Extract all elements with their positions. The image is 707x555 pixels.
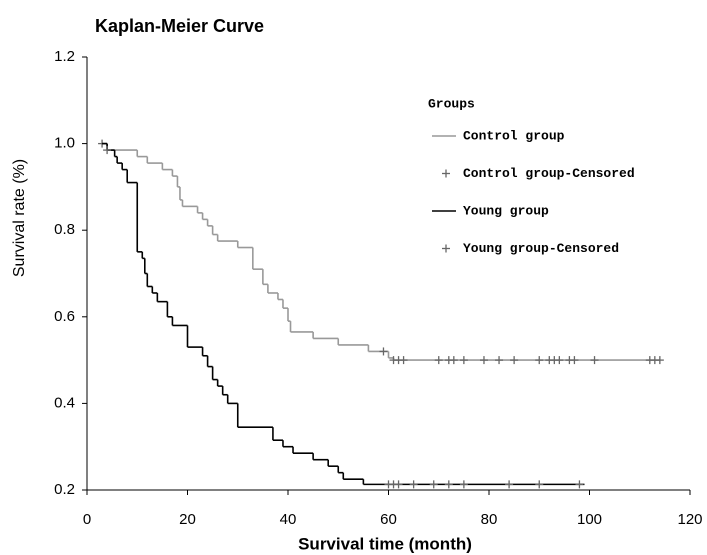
censor-mark — [449, 356, 458, 365]
censor-mark — [505, 480, 514, 489]
censor-mark — [459, 480, 468, 489]
y-tick-label: 0.4 — [54, 394, 75, 411]
censor-mark — [103, 146, 112, 155]
y-axis-label: Survival rate (%) — [11, 159, 28, 277]
legend-label: Control group-Censored — [463, 166, 635, 181]
censor-mark — [399, 356, 408, 365]
y-tick-label: 1.2 — [54, 48, 75, 65]
legend-label: Control group — [463, 128, 565, 143]
censor-mark — [495, 356, 504, 365]
legend-swatch — [442, 169, 450, 178]
y-tick-label: 1.0 — [54, 135, 75, 152]
censor-mark — [555, 356, 564, 365]
censor-mark — [510, 356, 519, 365]
x-tick-label: 80 — [481, 511, 498, 528]
x-tick-label: 20 — [179, 511, 196, 528]
censor-mark — [479, 356, 488, 365]
censor-mark — [409, 480, 418, 489]
censor-mark — [434, 356, 443, 365]
x-tick-label: 40 — [280, 511, 297, 528]
censor-mark — [535, 356, 544, 365]
y-tick-label: 0.8 — [54, 221, 75, 238]
x-tick-label: 120 — [677, 511, 702, 528]
chart-title: Kaplan-Meier Curve — [95, 16, 264, 36]
x-tick-label: 100 — [577, 511, 602, 528]
x-tick-label: 0 — [83, 511, 91, 528]
censor-mark — [570, 356, 579, 365]
censor-mark — [590, 356, 599, 365]
y-tick-label: 0.6 — [54, 308, 75, 325]
censor-mark — [655, 356, 664, 365]
legend-title: Groups — [428, 96, 475, 111]
censor-mark — [444, 480, 453, 489]
x-tick-label: 60 — [380, 511, 397, 528]
y-tick-label: 0.2 — [54, 481, 75, 498]
x-axis-label: Survival time (month) — [298, 534, 472, 553]
censor-mark — [535, 480, 544, 489]
censor-mark — [379, 347, 388, 356]
legend-label: Young group — [463, 203, 549, 218]
legend-swatch — [442, 244, 450, 253]
censor-mark — [575, 480, 584, 489]
censor-mark — [394, 480, 403, 489]
censor-mark — [459, 356, 468, 365]
legend-label: Young group-Censored — [463, 241, 619, 256]
censor-mark — [429, 480, 438, 489]
